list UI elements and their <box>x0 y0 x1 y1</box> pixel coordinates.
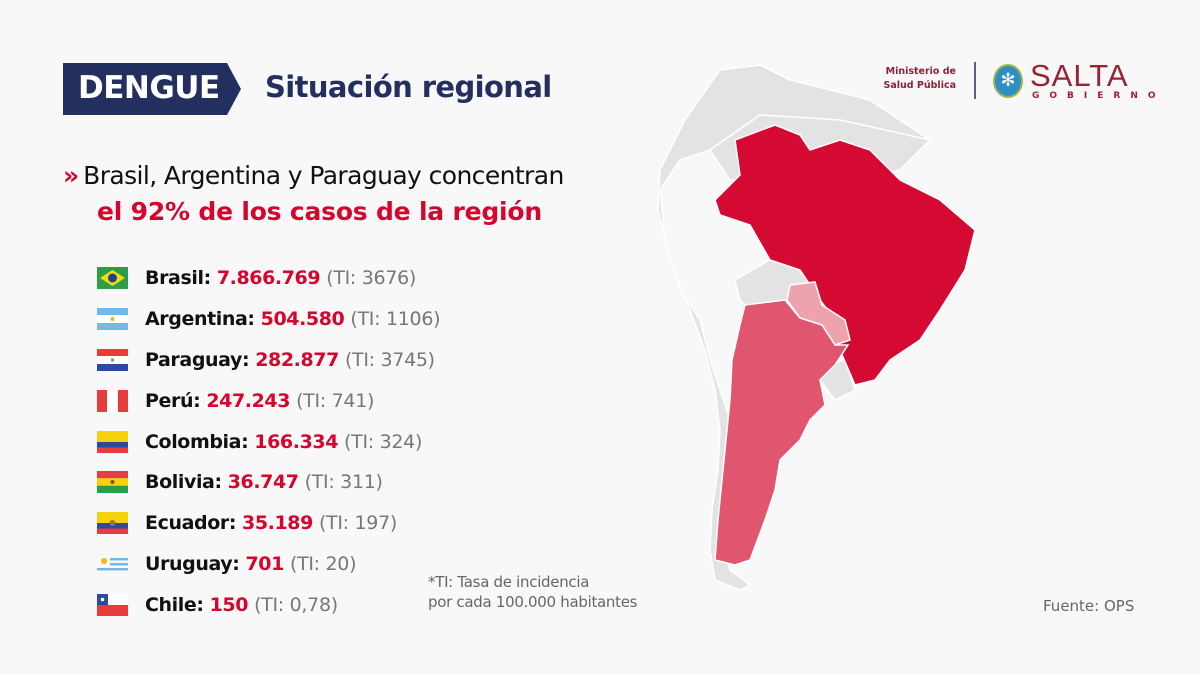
chile-flag-icon <box>97 593 128 616</box>
incidence-note: *TI: Tasa de incidencia por cada 100.000… <box>428 572 637 612</box>
note-line1: *TI: Tasa de incidencia <box>428 573 590 591</box>
brazil-flag-icon <box>97 267 128 290</box>
double-chevron-icon: » <box>63 161 79 190</box>
ministry-line1: Ministerio de <box>885 66 956 77</box>
source-label: Fuente: OPS <box>1043 597 1135 615</box>
list-item: Perú: 247.243 (TI: 741) <box>97 380 440 421</box>
list-item: Colombia: 166.334 (TI: 324) <box>97 421 440 462</box>
list-item: Chile: 150 (TI: 0,78) <box>97 584 440 625</box>
peru-flag-icon <box>97 389 128 412</box>
list-item: Brasil: 7.866.769 (TI: 3676) <box>97 258 440 299</box>
dengue-tag-label: DENGUE <box>78 70 220 106</box>
ministry-name: Ministerio de Salud Pública <box>880 65 956 93</box>
list-item: Bolivia: 36.747 (TI: 311) <box>97 462 440 503</box>
argentina-flag-icon <box>97 308 128 331</box>
list-item: Uruguay: 701 (TI: 20) <box>97 544 440 585</box>
salta-brand: SALTA <box>1030 58 1129 93</box>
colombia-flag-icon <box>97 430 128 453</box>
note-line2: por cada 100.000 habitantes <box>428 593 638 611</box>
salta-brand-sub: GOBIERNO <box>1032 91 1166 101</box>
headline-line2: el 92% de los casos de la región <box>97 197 543 226</box>
paraguay-flag-icon <box>97 348 128 371</box>
star-flower-icon: ✻ <box>993 64 1023 98</box>
list-item: Argentina: 504.580 (TI: 1106) <box>97 299 441 340</box>
logo-divider <box>974 62 976 99</box>
list-item: Paraguay: 282.877 (TI: 3745) <box>97 340 440 381</box>
headline-line1: Brasil, Argentina y Paraguay concentran <box>83 161 564 190</box>
list-item: Ecuador: 35.189 (TI: 197) <box>97 503 440 544</box>
dengue-tag: DENGUE <box>63 63 241 115</box>
page-subtitle: Situación regional <box>265 70 552 104</box>
map-region-brazil <box>714 124 976 386</box>
uruguay-flag-icon <box>97 552 128 575</box>
country-list: Brasil: 7.866.769 (TI: 3676) Argentina: 504… <box>97 258 441 625</box>
map-region-paraguay <box>786 281 851 346</box>
ecuador-flag-icon <box>97 512 128 535</box>
ministry-line2: Salud Pública <box>883 80 956 91</box>
headline: » Brasil, Argentina y Paraguay concentran… <box>63 158 564 230</box>
bolivia-flag-icon <box>97 471 128 494</box>
south-america-map <box>657 64 976 591</box>
map-region-argentina <box>714 299 850 566</box>
